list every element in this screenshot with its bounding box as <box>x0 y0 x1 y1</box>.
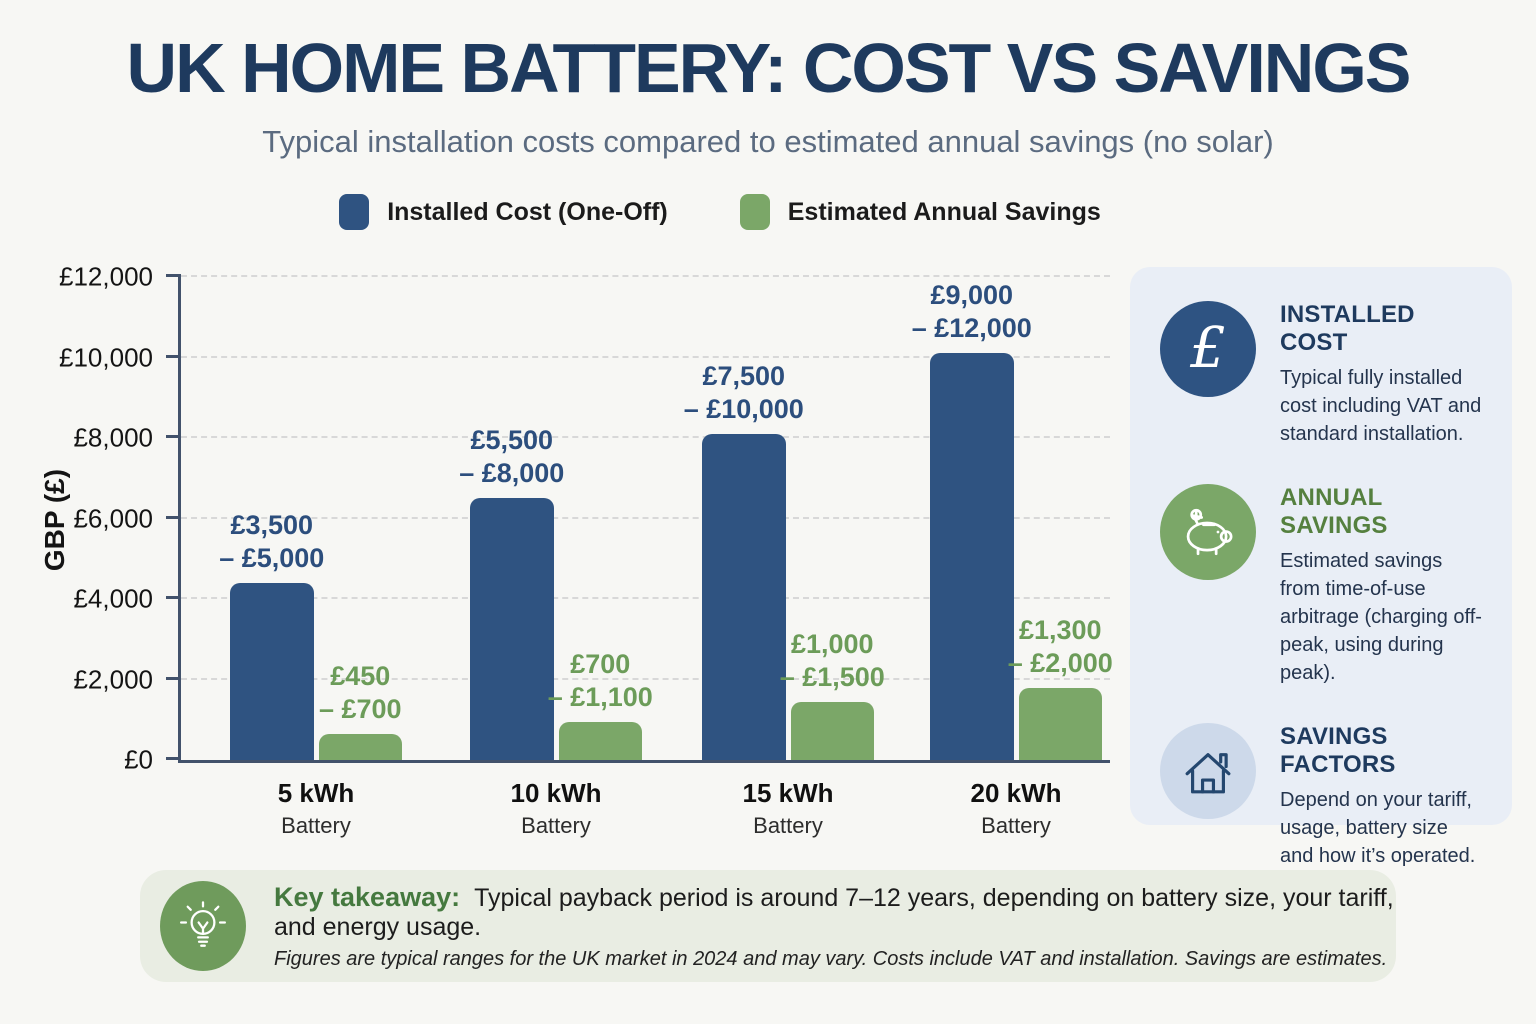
legend-item-annual-savings: Estimated Annual Savings <box>739 194 1101 230</box>
gridline <box>181 677 1110 680</box>
bar-group-10kwh: £5,500– £8,000 £700– £1,100 <box>459 277 653 760</box>
info-card-installed-cost: £ INSTALLED COST Typical fully installed… <box>1160 301 1486 448</box>
cost-bar-15kwh: £7,500– £10,000 <box>684 361 804 760</box>
legend-item-installed-cost: Installed Cost (One-Off) <box>339 194 668 230</box>
takeaway-text: Typical payback period is around 7–12 ye… <box>274 883 1394 941</box>
pound-icon: £ <box>1160 301 1256 397</box>
legend-label-savings: Estimated Annual Savings <box>787 197 1101 226</box>
bar-group-20kwh: £9,000– £12,000 £1,300– £2,000 <box>912 277 1113 760</box>
y-tickmark <box>166 515 181 519</box>
page-title: UK HOME BATTERY: COST VS SAVINGS <box>126 29 1412 107</box>
savings-bar-10kwh: £700– £1,100 <box>548 649 653 760</box>
bar-chart: £0 £2,000 £4,000 £6,000 £8,000 £10,000 £… <box>59 262 1113 839</box>
bar-range-label: £1,300– £2,000 <box>1007 614 1113 678</box>
savings-bar-20kwh: £1,300– £2,000 <box>1008 615 1113 760</box>
gridline <box>181 275 1110 277</box>
info-card-savings-factors: SAVINGS FACTORS Depend on your tariff, u… <box>1160 723 1486 870</box>
bar-range-label: £5,500– £8,000 <box>459 425 565 489</box>
takeaway-banner: Key takeaway: Typical payback period is a… <box>140 870 1396 982</box>
takeaway-label: Key takeaway: <box>274 881 461 912</box>
y-tickmark <box>166 435 181 438</box>
card-title: INSTALLED COST <box>1280 301 1415 356</box>
x-axis-category-15kwh: 15 kWh Battery <box>742 778 834 838</box>
legend: Installed Cost (One-Off) Estimated Annua… <box>0 194 1440 230</box>
bar-range-label: £3,500– £5,000 <box>219 509 325 573</box>
takeaway-line: Key takeaway: Typical payback period is a… <box>274 882 1396 942</box>
y-tick-label: £8,000 <box>73 422 153 453</box>
x-axis-category-10kwh: 10 kWh Battery <box>510 778 602 838</box>
cost-bar-10kwh: £5,500– £8,000 <box>459 425 564 760</box>
y-tick-label: £12,000 <box>59 261 153 292</box>
savings-bar-15kwh: £1,000– £1,500 <box>780 629 885 760</box>
y-tick-label: £2,000 <box>73 664 153 694</box>
y-tick-label: £6,000 <box>73 503 153 533</box>
legend-label-cost: Installed Cost (One-Off) <box>387 197 668 226</box>
y-tickmark <box>166 596 181 600</box>
piggy-bank-icon <box>1160 484 1256 580</box>
bar-range-label: £7,500– £10,000 <box>683 360 804 424</box>
page-subtitle: Typical installation costs compared to e… <box>262 124 1274 159</box>
y-tick-label: £10,000 <box>59 342 153 373</box>
info-sidebar: £ INSTALLED COST Typical fully installed… <box>1130 267 1512 867</box>
bar-range-label: £1,000– £1,500 <box>779 628 885 692</box>
card-body: Typical fully installed cost including V… <box>1280 367 1482 445</box>
savings-bar-5kwh: £450– £700 <box>318 661 402 760</box>
y-tick-label: £4,000 <box>73 583 153 614</box>
x-axis-category-20kwh: 20 kWh Battery <box>970 778 1062 838</box>
cost-bar-20kwh: £9,000– £12,000 <box>912 280 1032 760</box>
gridline <box>181 436 1110 438</box>
bar-group-15kwh: £7,500– £10,000 £1,000– £1,500 <box>684 277 885 760</box>
gridline <box>181 597 1110 600</box>
cost-bar-5kwh: £3,500– £5,000 <box>219 510 324 760</box>
info-card-annual-savings: ANNUAL SAVINGS Estimated savings from ti… <box>1160 484 1486 687</box>
legend-swatch-cost <box>339 194 370 230</box>
bar-range-label: £9,000– £12,000 <box>911 280 1032 344</box>
gridline <box>181 355 1110 358</box>
legend-swatch-savings <box>739 194 770 230</box>
card-body: Depend on your tariff, usage, battery si… <box>1280 789 1476 867</box>
y-tickmark <box>166 676 181 680</box>
card-title: ANNUAL SAVINGS <box>1280 484 1388 539</box>
y-tickmark <box>166 757 181 760</box>
house-icon <box>1160 723 1256 819</box>
gridline <box>181 516 1110 519</box>
takeaway-footnote: Figures are typical ranges for the UK ma… <box>274 947 1388 970</box>
y-tickmark <box>166 354 181 358</box>
bar-group-5kwh: £3,500– £5,000 £450– £700 <box>219 277 402 760</box>
x-axis-category-5kwh: 5 kWh Battery <box>277 778 355 838</box>
y-tick-label: £0 <box>124 744 153 775</box>
card-body: Estimated savings from time-of-use arbit… <box>1280 550 1482 684</box>
card-title: SAVINGS FACTORS <box>1280 723 1396 778</box>
bar-range-label: £700– £1,100 <box>547 648 653 712</box>
lightbulb-icon <box>160 881 246 971</box>
y-tickmark <box>166 274 181 277</box>
bar-range-label: £450– £700 <box>318 660 402 724</box>
